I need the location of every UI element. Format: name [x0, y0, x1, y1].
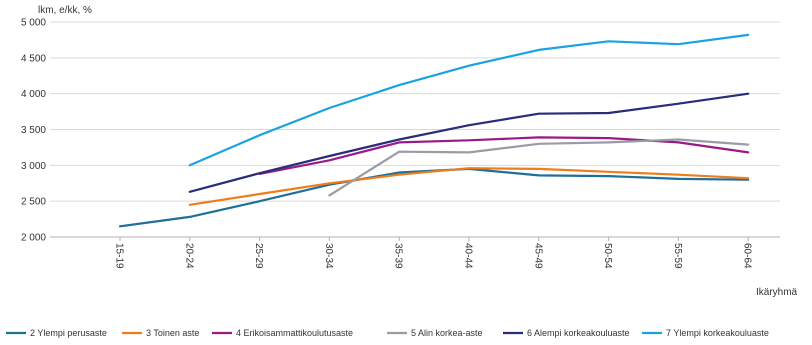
x-tick-label: 40-44: [463, 243, 474, 269]
series-line-5: [188, 92, 750, 193]
x-tick-labels: 15-19 20-24 25-29 30-34 35-39 40-44 45-49 50-54…: [114, 237, 753, 269]
x-tick-label: 30-34: [323, 243, 334, 269]
legend-entry: 5 Alin korkea-aste: [411, 328, 483, 338]
legend-entry: 3 Toinen aste: [146, 328, 199, 338]
series-line-2: [188, 167, 750, 206]
gridlines: [50, 21, 780, 238]
y-tick-label: 2 000: [21, 233, 46, 244]
legend-entry: 6 Alempi korkeakouluaste: [527, 328, 630, 338]
x-tick-label: 20-24: [183, 243, 194, 269]
legend-entry: 4 Erikoisammattikoulutusaste: [236, 328, 353, 338]
series-line-1: [118, 167, 750, 228]
x-tick-label: 50-54: [602, 243, 613, 269]
y-tick-label: 4 000: [21, 89, 46, 100]
series-line-4: [328, 138, 750, 197]
series-lines: [118, 33, 750, 228]
x-tick-label: 15-19: [114, 243, 125, 269]
y-tick-label: 5 000: [21, 18, 46, 29]
legend-entry: 7 Ylempi korkeakouluaste: [666, 328, 769, 338]
legend: 2 Ylempi perusaste 3 Toinen aste 4 Erikois…: [6, 328, 769, 338]
y-tick-label: 2 500: [21, 197, 46, 208]
y-axis-label: lkm, e/kk, %: [38, 5, 92, 16]
series-line-6: [188, 33, 750, 167]
x-tick-label: 25-29: [253, 243, 264, 269]
x-tick-label: 45-49: [532, 243, 543, 269]
x-tick-label: 35-39: [393, 243, 404, 269]
y-tick-labels: 2 000 2 500 3 000 3 500 4 000 4 500 5 000: [21, 18, 46, 244]
x-tick-label: 55-59: [672, 243, 683, 269]
legend-entry: 2 Ylempi perusaste: [30, 328, 107, 338]
series-line-3: [258, 136, 750, 175]
x-axis-label: Ikäryhmä: [756, 287, 798, 298]
y-tick-label: 3 500: [21, 125, 46, 136]
y-tick-label: 4 500: [21, 53, 46, 64]
x-tick-label: 60-64: [742, 243, 753, 269]
y-tick-label: 3 000: [21, 161, 46, 172]
